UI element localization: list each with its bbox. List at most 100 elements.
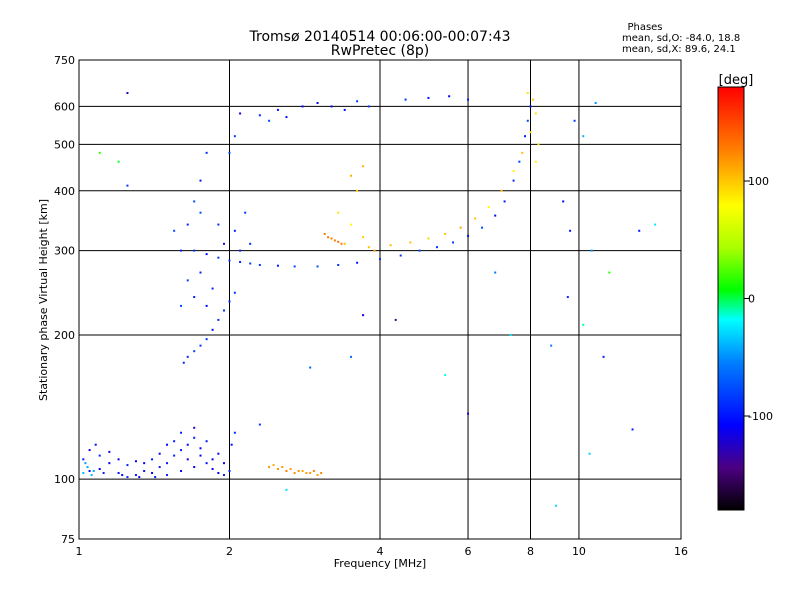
echo-point — [362, 314, 365, 317]
echo-point — [532, 98, 535, 101]
echo-point — [512, 179, 515, 182]
echo-point — [562, 200, 565, 203]
echo-point — [529, 105, 532, 108]
y-tick-label: 600 — [54, 100, 75, 113]
echo-point — [151, 458, 154, 461]
echo-point — [379, 258, 381, 261]
phase-stats-x: mean, sd,X: 89.6, 24.1 — [622, 44, 736, 55]
echo-point — [309, 366, 312, 369]
echo-point — [86, 466, 89, 469]
echo-point — [126, 464, 129, 467]
echo-point — [217, 223, 220, 226]
echo-point — [233, 431, 236, 434]
echo-point — [293, 265, 296, 268]
echo-point — [158, 452, 161, 455]
echo-point — [193, 426, 196, 429]
echo-point — [199, 211, 202, 214]
echo-point — [305, 472, 308, 475]
echo-point — [362, 236, 365, 239]
echo-point — [474, 217, 477, 220]
echo-point — [117, 458, 120, 461]
echo-point — [166, 462, 169, 465]
echo-point — [102, 472, 105, 475]
colorbar-label: [deg] — [719, 73, 754, 88]
echo-point — [550, 344, 553, 347]
echo-point — [233, 135, 236, 138]
echo-point — [333, 239, 336, 242]
echo-point — [180, 304, 183, 307]
echo-point — [529, 131, 532, 134]
echo-point — [217, 452, 220, 455]
echo-point — [117, 160, 120, 163]
echo-point — [134, 460, 137, 463]
echo-point — [205, 338, 208, 341]
echo-point — [340, 242, 343, 245]
echo-point — [301, 469, 304, 472]
echo-point — [88, 449, 91, 452]
echo-point — [186, 223, 189, 226]
echo-point — [350, 174, 353, 177]
echo-point — [180, 469, 183, 472]
echo-point — [285, 488, 288, 491]
echo-point — [394, 318, 397, 321]
series — [337, 91, 540, 252]
echo-point — [186, 279, 189, 282]
echo-point — [316, 101, 319, 104]
echo-point — [276, 108, 279, 111]
x-tick-label: 6 — [465, 545, 472, 558]
x-tick-label: 16 — [674, 545, 688, 558]
phase-stats-o: mean, sd,O: -84.0, 18.8 — [622, 33, 740, 44]
echo-point — [316, 265, 319, 268]
echo-point — [582, 135, 585, 138]
echo-point — [337, 211, 340, 214]
echo-point — [108, 462, 111, 465]
echo-point — [230, 443, 233, 446]
x-tick-label: 10 — [572, 545, 586, 558]
echo-point — [526, 119, 529, 122]
echo-point — [373, 249, 376, 252]
echo-point — [356, 261, 359, 264]
echo-point — [389, 244, 392, 247]
echo-point — [84, 462, 87, 465]
echo-point — [258, 114, 261, 117]
echo-point — [367, 105, 370, 108]
echo-point — [199, 271, 202, 274]
y-tick-label: 400 — [54, 185, 75, 198]
echo-point — [143, 469, 146, 472]
echo-point — [537, 143, 540, 146]
echo-point — [126, 184, 129, 187]
echo-point — [205, 440, 208, 443]
echo-point — [285, 469, 288, 472]
y-tick-label: 750 — [54, 54, 75, 67]
x-tick-label: 4 — [377, 545, 384, 558]
echo-point — [138, 476, 141, 479]
y-axis-label: Stationary phase Virtual Height [km] — [37, 199, 50, 401]
echo-point — [500, 189, 503, 192]
echo-point — [481, 226, 484, 229]
echo-point — [356, 100, 359, 103]
echo-point — [82, 472, 85, 475]
echo-point — [223, 462, 226, 465]
echo-point — [435, 246, 438, 249]
echo-point — [126, 91, 129, 94]
echo-point — [154, 476, 157, 479]
echo-point — [526, 91, 529, 94]
echo-point — [293, 472, 296, 475]
echo-point — [217, 318, 220, 321]
echo-point — [239, 112, 242, 115]
x-tick-labels: 1 2 4 6 8 10 16 — [76, 545, 689, 558]
y-tick-label: 100 — [54, 473, 75, 486]
echo-point — [518, 160, 521, 163]
echo-point — [509, 333, 512, 336]
y-tick-label: 300 — [54, 245, 75, 258]
chart-subtitle: RwPretec (8p) — [331, 43, 429, 59]
echo-point — [199, 454, 202, 457]
echo-point — [193, 296, 196, 299]
echo-point — [193, 249, 196, 252]
echo-point — [223, 474, 226, 477]
echo-point — [503, 200, 506, 203]
echo-point — [228, 469, 231, 472]
echo-point — [566, 296, 569, 299]
echo-point — [82, 458, 85, 461]
echo-point — [211, 468, 214, 471]
